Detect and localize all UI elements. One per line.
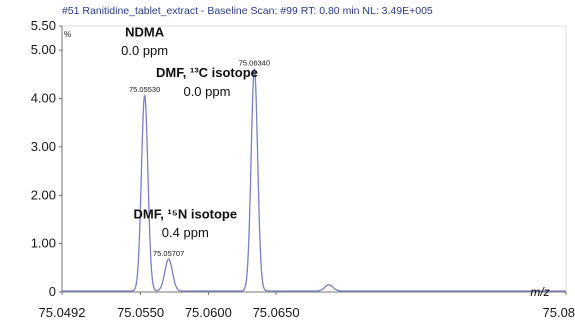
y-tick-label: 2.00	[31, 187, 56, 202]
y-tick-label: 3.00	[31, 139, 56, 154]
y-tick-label: 5.00	[31, 42, 56, 57]
annotation-ppm-value: 0.4 ppm	[162, 225, 209, 240]
x-tick-label: 75.0600	[185, 305, 232, 320]
y-tick-label: 0	[49, 284, 56, 299]
annotation-compound-name: DMF, ¹⁵N isotope	[133, 206, 237, 221]
y-unit-label: %	[64, 30, 71, 39]
compound-annotations: NDMA 0.0 ppm DMF, ¹³C isotope 0.0 ppm DMF, ¹…	[121, 25, 258, 240]
y-axis: 0 1.00 2.00 3.00 4.00 5.00 5.50	[31, 18, 62, 299]
y-tick-label: 1.00	[31, 236, 56, 251]
annotation-ppm-value: 0.0 ppm	[121, 43, 168, 58]
x-axis-title: m/z	[530, 285, 549, 299]
plot-frame	[62, 26, 566, 292]
peak-mz-label: 75.05530	[129, 85, 160, 94]
spectrum-line	[62, 69, 566, 291]
annotation-compound-name: NDMA	[125, 25, 165, 40]
y-tick-label: 5.50	[31, 18, 56, 33]
annotation-compound-name: DMF, ¹³C isotope	[156, 65, 258, 80]
annotation-ppm-value: 0.0 ppm	[183, 84, 230, 99]
x-tick-label: 75.0492	[39, 305, 86, 320]
peak-mz-label: 75.05707	[153, 249, 184, 258]
x-tick-label: 75.0864	[543, 305, 575, 320]
x-tick-label: 75.0550	[117, 305, 164, 320]
x-tick-label: 75.0650	[253, 305, 300, 320]
x-axis: 75.0492 75.0550 75.0600 75.0650 75.0864	[39, 292, 575, 320]
scan-info-header: #51 Ranitidine_tablet_extract - Baseline…	[62, 5, 433, 17]
y-tick-label: 4.00	[31, 91, 56, 106]
